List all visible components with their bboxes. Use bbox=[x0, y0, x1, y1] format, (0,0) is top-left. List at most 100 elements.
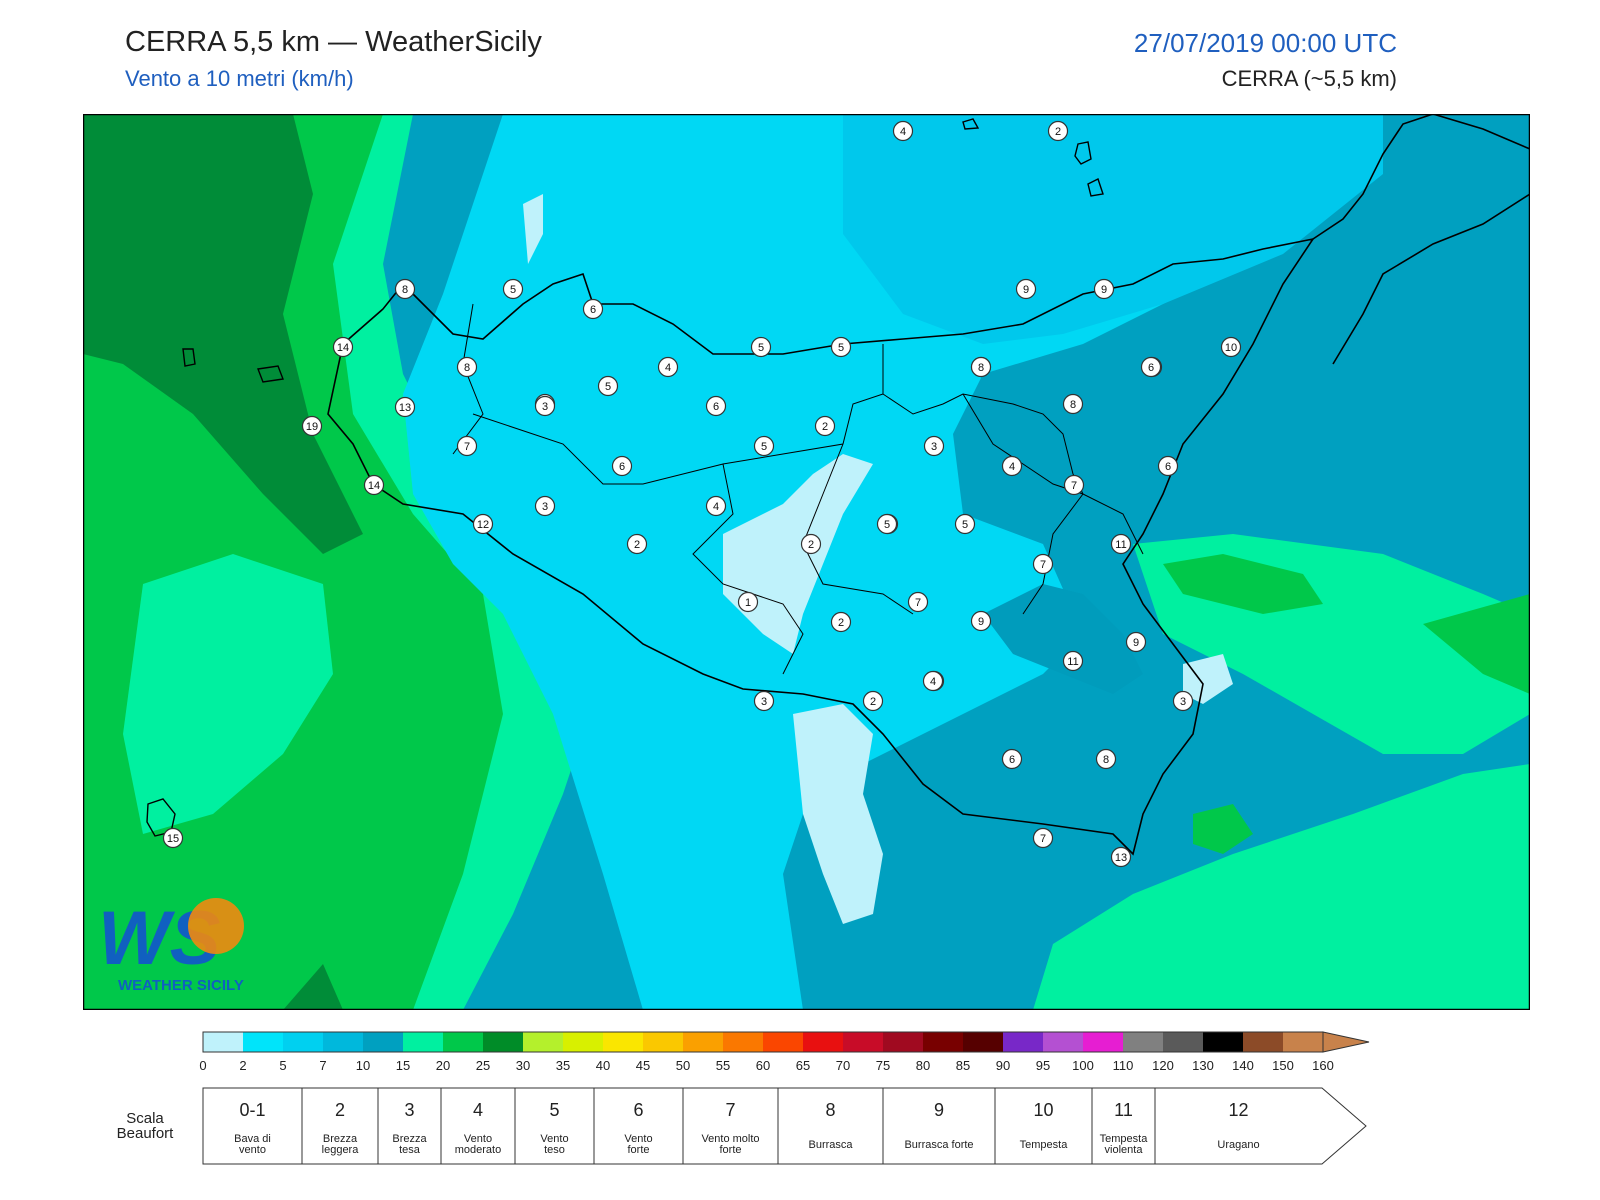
colorbar-arrow bbox=[1322, 1031, 1370, 1053]
map-title: CERRA 5,5 km — WeatherSicily bbox=[125, 26, 542, 58]
colorbar-segment bbox=[603, 1032, 644, 1052]
egadi-island-2 bbox=[257, 365, 284, 383]
calabria-interior bbox=[1332, 193, 1530, 365]
station-value-label: 12 bbox=[477, 519, 489, 531]
colorbar-tick-label: 95 bbox=[1036, 1058, 1050, 1073]
station-marker: 3 bbox=[1172, 690, 1194, 712]
station-value-label: 9 bbox=[1023, 284, 1029, 296]
station-marker: 6 bbox=[582, 298, 604, 320]
colorbar-tick-label: 5 bbox=[279, 1058, 286, 1073]
colorbar-tick-label: 110 bbox=[1113, 1058, 1134, 1073]
station-value-label: 5 bbox=[962, 519, 968, 531]
beaufort-name: Vento molto bbox=[701, 1133, 759, 1145]
forecast-datetime: 27/07/2019 00:00 UTC bbox=[1133, 28, 1397, 58]
colorbar-tick-label: 65 bbox=[796, 1058, 810, 1073]
station-value-label: 6 bbox=[590, 304, 596, 316]
station-value-label: 6 bbox=[1148, 362, 1154, 374]
colorbar-tick-label: 35 bbox=[556, 1058, 570, 1073]
colorbar-segment bbox=[723, 1032, 764, 1052]
colorbar-tick-label: 7 bbox=[319, 1058, 326, 1073]
colorbar-tick-label: 55 bbox=[716, 1058, 730, 1073]
station-marker: 2 bbox=[862, 690, 884, 712]
beaufort-name: Bava di bbox=[234, 1133, 271, 1145]
land-cyan-region bbox=[403, 114, 1383, 1010]
station-marker: 9 bbox=[1093, 278, 1115, 300]
colorbar-tick-label: 60 bbox=[756, 1058, 770, 1073]
station-marker: 7 bbox=[1032, 553, 1054, 575]
station-marker: 3 bbox=[923, 435, 945, 457]
station-value-label: 2 bbox=[808, 539, 814, 551]
map-subtitle: Vento a 10 metri (km/h) bbox=[125, 66, 354, 91]
station-marker: 19 bbox=[301, 415, 323, 437]
station-value-label: 7 bbox=[464, 441, 470, 453]
station-marker: 6 bbox=[1140, 356, 1162, 378]
land-light-patch-north bbox=[523, 194, 543, 264]
station-marker: 2 bbox=[830, 611, 852, 633]
colorbar-tick-label: 120 bbox=[1152, 1058, 1174, 1073]
station-value-label: 14 bbox=[368, 480, 380, 492]
colorbar-tick-label: 30 bbox=[516, 1058, 530, 1073]
station-marker: 8 bbox=[970, 356, 992, 378]
colorbar-tick-label: 75 bbox=[876, 1058, 890, 1073]
station-value-label: 8 bbox=[1070, 399, 1076, 411]
station-value-label: 3 bbox=[761, 696, 767, 708]
station-value-label: 1 bbox=[745, 597, 751, 609]
colorbar-tick-label: 85 bbox=[956, 1058, 970, 1073]
station-value-label: 7 bbox=[1040, 833, 1046, 845]
station-marker: 1 bbox=[737, 591, 759, 613]
colorbar-segment bbox=[963, 1032, 1004, 1052]
colorbar-segment bbox=[1163, 1032, 1204, 1052]
station-value-label: 8 bbox=[402, 284, 408, 296]
aeolian-island-2 bbox=[1074, 141, 1092, 165]
colorbar-tick-label: 0 bbox=[199, 1058, 206, 1073]
station-value-label: 15 bbox=[167, 833, 179, 845]
station-marker: 7 bbox=[1063, 474, 1085, 496]
logo-text: WEATHER SICILY bbox=[118, 977, 244, 994]
sea-green-southeast-blob bbox=[1193, 804, 1253, 854]
sea-mint-patch-west bbox=[123, 554, 333, 834]
beaufort-class: 10 Tempesta bbox=[994, 1087, 1093, 1165]
station-marker: 5 bbox=[954, 513, 976, 535]
colorbar-tick-label: 50 bbox=[676, 1058, 690, 1073]
station-marker: 5 bbox=[502, 278, 524, 300]
sea-mint-southeast bbox=[1033, 764, 1530, 1010]
beaufort-name: Vento bbox=[540, 1133, 568, 1145]
beaufort-number: 9 bbox=[934, 1100, 944, 1120]
station-value-label: 4 bbox=[900, 126, 906, 138]
colorbar-segment bbox=[1003, 1032, 1044, 1052]
station-value-label: 14 bbox=[337, 342, 349, 354]
beaufort-name: Burrasca bbox=[808, 1139, 853, 1151]
beaufort-number: 2 bbox=[335, 1100, 345, 1120]
colorbar-tick-label: 160 bbox=[1312, 1058, 1334, 1073]
colorbar-tick-label: 10 bbox=[356, 1058, 370, 1073]
colorbar-tick-label: 90 bbox=[996, 1058, 1010, 1073]
colorbar-segment bbox=[883, 1032, 924, 1052]
station-value-label: 5 bbox=[838, 342, 844, 354]
beaufort-name: teso bbox=[544, 1144, 565, 1156]
colorbar-tick-label: 40 bbox=[596, 1058, 610, 1073]
station-marker: 7 bbox=[1032, 827, 1054, 849]
station-value-label: 6 bbox=[713, 401, 719, 413]
station-marker: 9 bbox=[1125, 631, 1147, 653]
station-marker: 9 bbox=[970, 610, 992, 632]
station-marker: 11 bbox=[1062, 650, 1084, 672]
beaufort-class: 9 Burrasca forte bbox=[882, 1087, 996, 1165]
colorbar-tick-label: 15 bbox=[396, 1058, 410, 1073]
station-marker: 2 bbox=[1047, 120, 1069, 142]
colorbar-tick-label: 25 bbox=[476, 1058, 490, 1073]
beaufort-name: Burrasca forte bbox=[904, 1139, 973, 1151]
station-value-label: 5 bbox=[605, 381, 611, 393]
station-value-label: 6 bbox=[619, 461, 625, 473]
beaufort-name: Tempesta bbox=[1020, 1139, 1069, 1151]
sea-cyan-north bbox=[843, 114, 1383, 344]
station-marker: 6 bbox=[611, 455, 633, 477]
colorbar-segment bbox=[1243, 1032, 1284, 1052]
beaufort-number: 10 bbox=[1033, 1100, 1053, 1120]
colorbar-segment bbox=[683, 1032, 724, 1052]
colorbar-tick-label: 150 bbox=[1272, 1058, 1294, 1073]
beaufort-number: 0-1 bbox=[239, 1100, 265, 1120]
station-value-label: 7 bbox=[1071, 480, 1077, 492]
station-marker: 4 bbox=[705, 495, 727, 517]
